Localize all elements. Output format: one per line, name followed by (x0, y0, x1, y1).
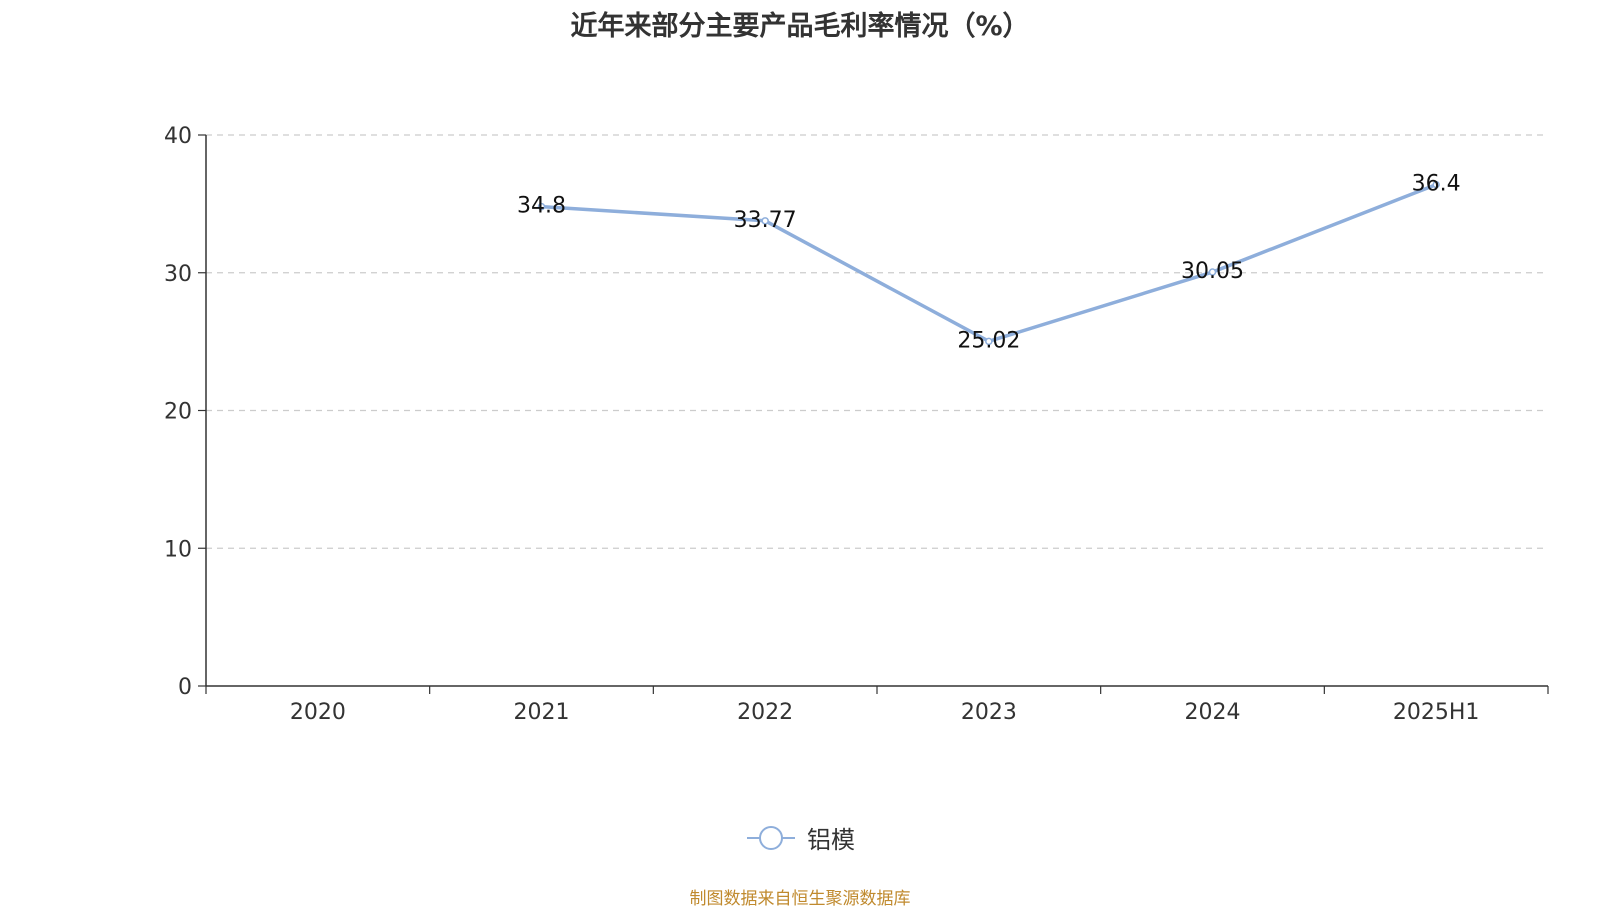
data-labels: 34.8 33.77 25.02 30.05 36.4 (517, 172, 1461, 354)
data-point (1432, 180, 1440, 189)
legend-label: 铝模 (807, 826, 855, 854)
source-note: 制图数据来自恒生聚源数据库 (689, 889, 911, 909)
y-tick-label: 10 (164, 537, 192, 562)
x-tick-label: 2020 (290, 700, 346, 725)
y-tick-label: 30 (164, 262, 192, 287)
data-point (761, 217, 769, 225)
x-tick-label: 2021 (514, 700, 570, 725)
legend-symbol-icon (747, 825, 795, 850)
data-point (537, 202, 546, 211)
data-label: 30.05 (1181, 259, 1244, 284)
data-label: 25.02 (957, 328, 1020, 353)
x-tick-label: 2024 (1185, 700, 1241, 725)
data-label: 34.8 (517, 194, 566, 219)
grid-lines (206, 134, 1548, 549)
data-label: 36.4 (1412, 172, 1461, 197)
x-tick-label: 2022 (737, 700, 793, 725)
y-tick-label: 40 (164, 124, 192, 149)
y-tick-label: 0 (178, 675, 192, 700)
x-tick-label: 2023 (961, 700, 1017, 725)
series-layer (537, 180, 1440, 346)
y-tick-label: 20 (164, 400, 192, 425)
data-point (1208, 268, 1217, 276)
x-tick-label: 2025H1 (1393, 700, 1480, 725)
legend[interactable]: 铝模 (0, 820, 1600, 855)
chart-title: 近年来部分主要产品毛利率情况（%） (570, 11, 1030, 42)
data-point (985, 337, 993, 346)
series-line (541, 182, 1437, 344)
data-label: 33.77 (734, 208, 797, 233)
axes: 0 10 20 30 40 2020 2021 2022 2023 2024 2025H1 (164, 124, 1549, 725)
